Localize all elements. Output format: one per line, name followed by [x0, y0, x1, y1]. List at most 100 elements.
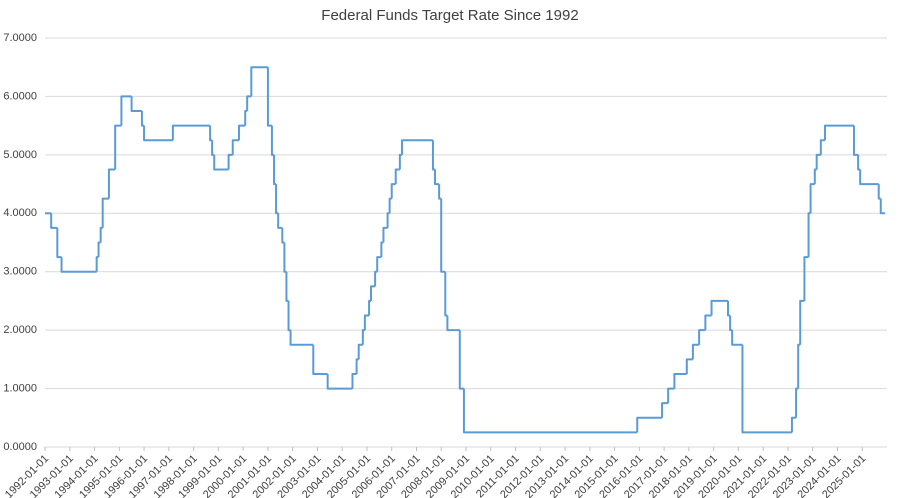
- line-step: [382, 226, 388, 243]
- line-step: [819, 139, 825, 155]
- line-step: [277, 213, 283, 229]
- line-step: [852, 125, 859, 156]
- line-step: [287, 300, 291, 332]
- line-step: [813, 168, 817, 185]
- line-step: [351, 372, 357, 389]
- line-step: [143, 125, 173, 142]
- line-step: [857, 154, 861, 171]
- line-step: [244, 110, 248, 126]
- line-step: [266, 67, 272, 127]
- line-step: [704, 314, 712, 331]
- line-step: [710, 299, 729, 316]
- line-step: [231, 139, 239, 155]
- line-step: [729, 315, 733, 332]
- line-step: [363, 314, 370, 331]
- line-step: [741, 344, 792, 434]
- line-step: [361, 329, 365, 345]
- line-step: [211, 140, 215, 156]
- line-step: [56, 227, 62, 259]
- line-step: [691, 343, 700, 360]
- line-step: [355, 358, 359, 374]
- line-step: [727, 300, 731, 317]
- y-tick-label: 0.0000: [3, 441, 37, 453]
- line-step: [661, 402, 669, 418]
- line-step: [790, 416, 797, 433]
- y-tick-label: 4.0000: [3, 207, 37, 219]
- line-step: [731, 330, 743, 346]
- y-tick-label: 6.0000: [3, 90, 37, 102]
- line-step: [270, 125, 275, 156]
- line-step: [114, 124, 122, 170]
- line-step: [99, 226, 103, 243]
- line-step: [97, 241, 101, 258]
- line-step: [698, 329, 706, 345]
- line-step: [376, 256, 382, 272]
- line-step: [250, 66, 268, 97]
- line-step: [60, 257, 97, 273]
- y-tick-label: 5.0000: [3, 149, 37, 161]
- line-step: [273, 154, 277, 186]
- line-step: [130, 96, 142, 113]
- line-step: [815, 153, 821, 170]
- line-step: [237, 124, 246, 141]
- line-step: [807, 212, 811, 258]
- chart-title: Federal Funds Target Rate Since 1992: [321, 7, 578, 24]
- line-step: [797, 343, 801, 389]
- line-step: [50, 213, 58, 229]
- line-step: [227, 153, 233, 170]
- line-step: [799, 299, 805, 345]
- line-step: [140, 111, 145, 127]
- line-step: [285, 271, 289, 302]
- line-step: [879, 198, 885, 215]
- line-step: [275, 184, 279, 215]
- line-step: [171, 124, 211, 141]
- line-step: [289, 330, 314, 346]
- line-step: [462, 388, 638, 434]
- line-step: [667, 387, 675, 404]
- line-step: [823, 124, 854, 141]
- line-step: [440, 198, 446, 273]
- line-step: [446, 315, 460, 332]
- line-step: [107, 168, 116, 199]
- line-step: [636, 416, 663, 433]
- line-step: [398, 153, 402, 170]
- line-step: [444, 271, 448, 317]
- line-step: [281, 227, 285, 244]
- line-step: [877, 184, 881, 200]
- line-step: [394, 168, 400, 185]
- line-step: [326, 373, 353, 390]
- line-step: [95, 256, 99, 272]
- line-step: [357, 343, 363, 360]
- y-tick-label: 1.0000: [3, 382, 37, 394]
- line-step: [374, 270, 378, 287]
- line-step: [386, 212, 390, 228]
- line-step: [213, 154, 229, 171]
- line-step: [400, 139, 433, 155]
- line-step: [803, 256, 809, 301]
- y-tick-label: 3.0000: [3, 266, 37, 278]
- line-step: [673, 372, 687, 389]
- line-step: [101, 197, 109, 228]
- line-step: [380, 241, 384, 258]
- line-step: [283, 242, 287, 273]
- y-tick-label: 2.0000: [3, 324, 37, 336]
- y-tick-label: 7.0000: [3, 32, 37, 44]
- line-step: [209, 125, 213, 142]
- line-step: [431, 140, 435, 171]
- line-step: [685, 358, 693, 374]
- line-step: [120, 95, 132, 126]
- line-step: [438, 184, 442, 200]
- line-step: [312, 344, 328, 375]
- line-step: [390, 183, 396, 199]
- line-step: [795, 387, 799, 418]
- line-step: [368, 299, 371, 316]
- line-step: [458, 330, 464, 390]
- line-step: [369, 285, 376, 301]
- line-step: [246, 95, 252, 112]
- line-step: [809, 183, 815, 214]
- line-step: [859, 169, 879, 186]
- line-step: [433, 169, 440, 186]
- line-step: [388, 197, 392, 214]
